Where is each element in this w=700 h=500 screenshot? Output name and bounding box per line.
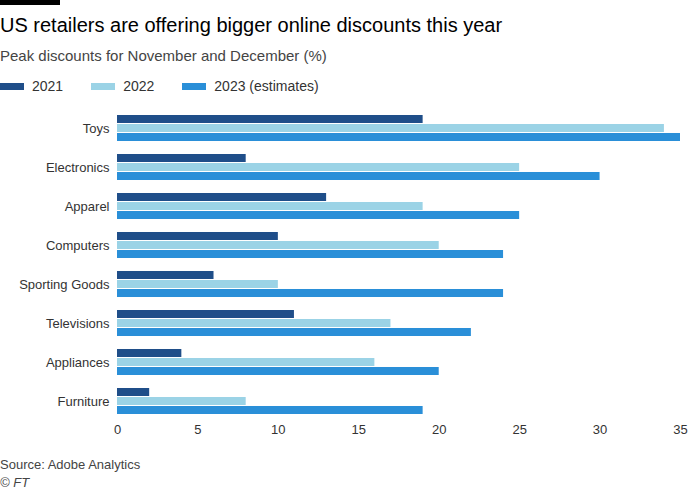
html-text:Source: Adobe Analytics: Source: Adobe Analytics bbox=[0, 457, 141, 472]
svg-text:35: 35 bbox=[673, 422, 687, 437]
svg-text:30: 30 bbox=[593, 422, 607, 437]
svg-text:5: 5 bbox=[194, 422, 201, 437]
svg-text:Electronics: Electronics bbox=[46, 160, 110, 175]
html-text:Peak discounts for November an: Peak discounts for November and December… bbox=[0, 47, 327, 64]
svg-text:25: 25 bbox=[512, 422, 526, 437]
svg-text:Toys: Toys bbox=[83, 121, 110, 136]
svg-text:Apparel: Apparel bbox=[65, 199, 110, 214]
svg-text:15: 15 bbox=[352, 422, 366, 437]
svg-text:Furniture: Furniture bbox=[57, 394, 109, 409]
html-text:2023 (estimates): 2023 (estimates) bbox=[214, 78, 319, 94]
html-text:2022: 2022 bbox=[123, 78, 155, 94]
html-text:US retailers are offering bigg: US retailers are offering bigger online … bbox=[0, 14, 503, 36]
svg-text:0: 0 bbox=[114, 422, 121, 437]
html-text:© FT: © FT bbox=[0, 475, 30, 490]
svg-text:Televisions: Televisions bbox=[46, 316, 110, 331]
svg-text:20: 20 bbox=[432, 422, 446, 437]
svg-text:Sporting Goods: Sporting Goods bbox=[19, 277, 110, 292]
svg-text:Computers: Computers bbox=[46, 238, 110, 253]
html-text:2021: 2021 bbox=[32, 78, 64, 94]
svg-text:10: 10 bbox=[271, 422, 285, 437]
svg-text:Appliances: Appliances bbox=[46, 355, 110, 370]
